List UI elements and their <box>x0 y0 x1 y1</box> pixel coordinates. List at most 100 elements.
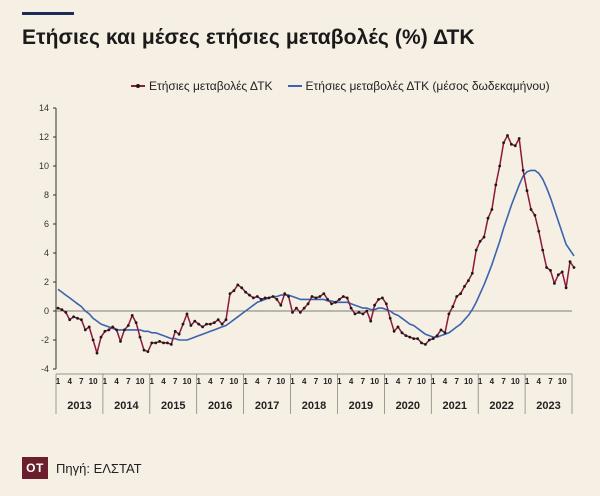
data-point-annual <box>435 334 439 337</box>
data-point-annual <box>72 315 75 319</box>
data-point-annual <box>568 260 572 264</box>
legend-label-average: Ετήσιες μεταβολές ΔΤΚ (μέσος δωδεκαμήνου… <box>305 79 550 93</box>
data-point-annual <box>275 298 279 301</box>
y-tick-label: 0 <box>44 306 49 316</box>
data-point-annual <box>115 328 118 332</box>
data-point-annual <box>123 328 126 332</box>
x-month-tick-label: 1 <box>56 377 61 386</box>
data-point-annual <box>474 248 478 252</box>
x-month-tick-label: 10 <box>417 377 426 386</box>
x-month-tick-label: 4 <box>537 377 542 386</box>
data-point-annual <box>377 298 380 301</box>
legend-swatch-average <box>287 85 302 87</box>
publisher-logo: OT <box>22 457 48 479</box>
data-point-annual <box>365 309 369 313</box>
data-point-annual <box>279 303 283 307</box>
data-point-annual <box>205 322 208 326</box>
data-point-annual <box>517 137 521 140</box>
y-tick-label: 6 <box>44 219 49 229</box>
x-month-tick-label: 7 <box>408 377 413 386</box>
data-point-annual <box>392 329 396 333</box>
data-point-annual <box>236 283 240 287</box>
data-point-annual <box>154 341 158 345</box>
data-point-annual <box>224 318 228 322</box>
data-point-annual <box>291 311 294 314</box>
data-point-annual <box>560 270 564 274</box>
y-tick-label: 8 <box>44 190 49 200</box>
data-point-annual <box>572 266 576 269</box>
data-point-annual <box>103 329 107 333</box>
data-point-annual <box>244 290 248 294</box>
x-year-label: 2018 <box>302 400 326 412</box>
y-tick-label: 10 <box>39 161 49 171</box>
data-point-annual <box>302 306 306 310</box>
data-point-annual <box>142 348 146 352</box>
x-month-tick-label: 4 <box>208 377 213 386</box>
data-point-annual <box>209 322 212 326</box>
x-month-tick-label: 1 <box>337 377 342 386</box>
chart-title: Ετήσιες και μέσες ετήσιες μεταβολές (%) … <box>22 26 475 49</box>
data-point-annual <box>56 306 60 310</box>
data-point-annual <box>216 318 220 322</box>
data-point-annual <box>68 318 72 322</box>
x-year-label: 2022 <box>489 400 513 412</box>
data-point-annual <box>314 296 318 300</box>
x-month-tick-label: 4 <box>114 377 119 386</box>
data-point-annual <box>482 235 486 239</box>
x-month-tick-label: 7 <box>548 377 553 386</box>
data-point-annual <box>228 292 232 295</box>
x-month-tick-label: 10 <box>136 377 145 386</box>
data-point-annual <box>338 298 341 301</box>
x-year-label: 2019 <box>349 400 373 412</box>
data-point-annual <box>197 322 201 326</box>
data-point-annual <box>263 296 267 300</box>
data-point-annual <box>357 311 361 314</box>
data-point-annual <box>427 338 431 342</box>
data-point-annual <box>439 328 443 332</box>
data-point-annual <box>248 293 251 297</box>
data-point-annual <box>478 240 482 243</box>
data-point-annual <box>412 337 416 340</box>
data-point-annual <box>541 248 545 252</box>
source-note: Πηγή: ΕΛΣΤΑΤ <box>56 460 142 476</box>
x-month-tick-label: 7 <box>267 377 272 386</box>
data-point-annual <box>451 305 455 308</box>
data-point-annual <box>556 273 560 277</box>
data-point-annual <box>467 279 470 282</box>
x-month-tick-label: 1 <box>196 377 201 386</box>
x-month-tick-label: 7 <box>220 377 225 386</box>
data-point-annual <box>134 321 138 324</box>
data-point-annual <box>470 271 474 275</box>
data-point-annual <box>318 295 322 298</box>
data-point-annual <box>549 269 552 272</box>
data-point-annual <box>494 183 498 187</box>
data-point-annual <box>259 298 263 301</box>
x-year-label: 2013 <box>67 400 91 412</box>
data-point-annual <box>76 316 79 320</box>
data-point-annual <box>162 341 165 345</box>
x-month-tick-label: 1 <box>525 377 530 386</box>
data-point-annual <box>330 302 333 306</box>
data-point-annual <box>267 296 271 300</box>
x-month-tick-label: 10 <box>558 377 567 386</box>
footer: OT Πηγή: ΕΛΣΤΑΤ <box>22 457 142 479</box>
data-point-annual <box>255 295 259 298</box>
data-point-annual <box>177 332 181 336</box>
data-point-annual <box>506 134 509 137</box>
data-point-annual <box>99 335 103 339</box>
data-point-annual <box>373 303 376 307</box>
data-point-annual <box>201 325 205 329</box>
data-point-annual <box>91 338 95 342</box>
data-point-annual <box>158 340 162 343</box>
data-point-annual <box>369 319 373 323</box>
data-point-annual <box>498 164 502 168</box>
x-year-label: 2021 <box>442 400 466 412</box>
data-point-annual <box>564 286 568 290</box>
y-tick-label: 2 <box>44 277 49 287</box>
data-point-annual <box>146 350 150 353</box>
data-point-annual <box>169 343 173 346</box>
y-tick-label: 4 <box>44 248 49 258</box>
data-point-annual <box>486 216 490 220</box>
data-point-annual <box>150 341 154 345</box>
data-point-annual <box>553 282 556 285</box>
